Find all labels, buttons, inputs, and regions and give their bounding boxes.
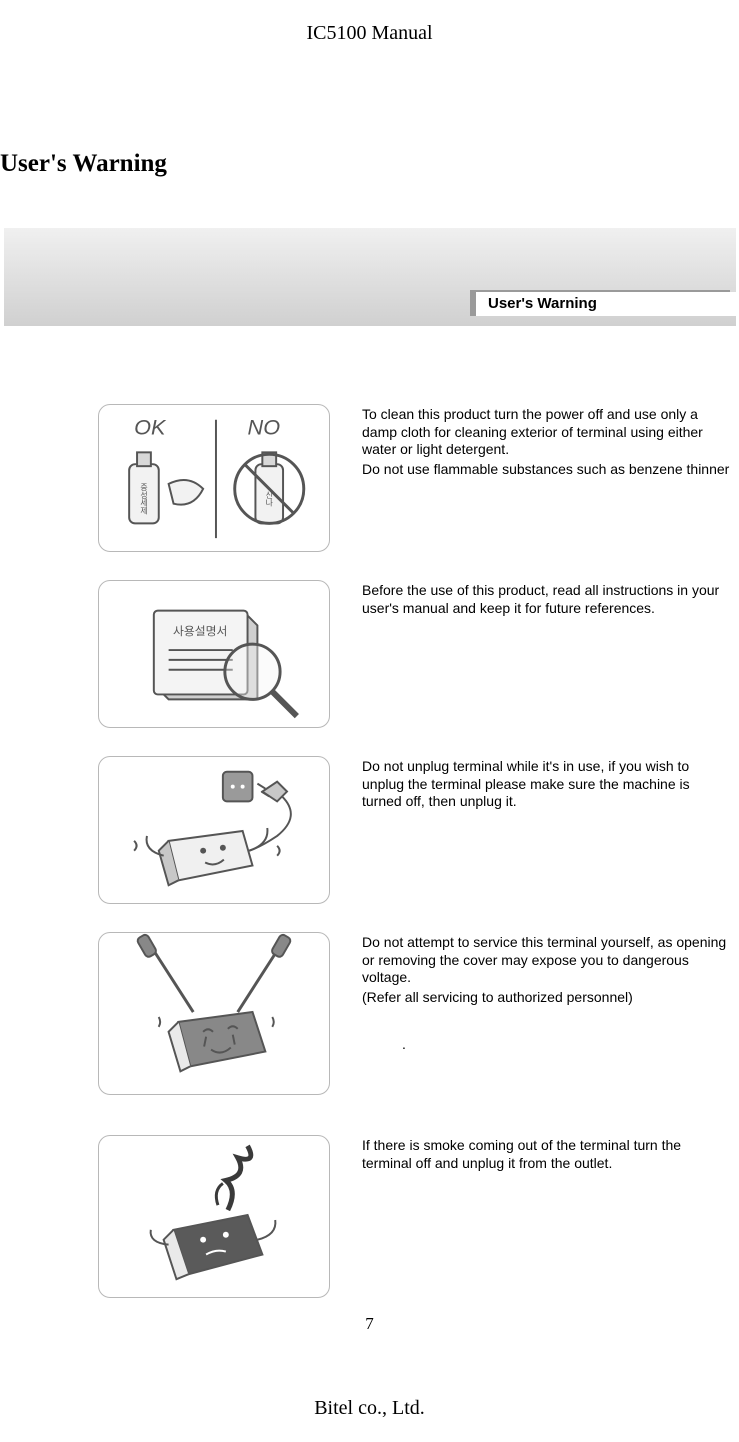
- illustration-service: [98, 932, 330, 1095]
- svg-text:중성세제: 중성세제: [139, 483, 148, 516]
- warning-items: OK NO 중성세제 신나: [0, 404, 739, 1298]
- warning-text: Before the use of this product, read all…: [362, 580, 732, 619]
- warning-text: To clean this product turn the power off…: [362, 404, 732, 480]
- warning-line: Before the use of this product, read all…: [362, 582, 732, 617]
- warning-text: If there is smoke coming out of the term…: [362, 1135, 732, 1174]
- section-title: User's Warning: [0, 45, 739, 178]
- illustration-smoke: [98, 1135, 330, 1298]
- illustration-unplug: [98, 756, 330, 904]
- svg-text:사용설명서: 사용설명서: [173, 624, 227, 638]
- warning-row: Do not unplug terminal while it's in use…: [0, 756, 739, 904]
- banner: User's Warning: [0, 228, 739, 326]
- warning-text: Do not attempt to service this terminal …: [362, 932, 732, 1054]
- warning-row: 사용설명서 Before the use of this product, re…: [0, 580, 739, 728]
- warning-line: To clean this product turn the power off…: [362, 406, 732, 459]
- screwdrivers-icon: [99, 933, 329, 1094]
- warning-row: Do not attempt to service this terminal …: [0, 932, 739, 1095]
- ok-no-icon: OK NO 중성세제 신나: [99, 405, 329, 551]
- svg-text:OK: OK: [134, 415, 167, 440]
- warning-line: (Refer all servicing to authorized perso…: [362, 989, 732, 1007]
- stray-dot: .: [402, 1036, 406, 1052]
- illustration-manual: 사용설명서: [98, 580, 330, 728]
- smoke-icon: [99, 1136, 329, 1297]
- warning-row: OK NO 중성세제 신나: [0, 404, 739, 552]
- banner-label: User's Warning: [476, 292, 739, 316]
- warning-row: If there is smoke coming out of the term…: [0, 1135, 739, 1298]
- warning-text: Do not unplug terminal while it's in use…: [362, 756, 732, 813]
- warning-line: Do not unplug terminal while it's in use…: [362, 758, 732, 811]
- page-number: 7: [0, 1314, 739, 1334]
- footer-company: Bitel co., Ltd.: [0, 1397, 739, 1420]
- warning-line: Do not use flammable substances such as …: [362, 461, 732, 479]
- warning-line: Do not attempt to service this terminal …: [362, 934, 732, 987]
- svg-text:NO: NO: [248, 415, 281, 440]
- manual-magnifier-icon: 사용설명서: [99, 581, 329, 727]
- warning-line: If there is smoke coming out of the term…: [362, 1137, 732, 1172]
- illustration-ok-no: OK NO 중성세제 신나: [98, 404, 330, 552]
- unplug-icon: [99, 757, 329, 903]
- manual-title: IC5100 Manual: [0, 0, 739, 45]
